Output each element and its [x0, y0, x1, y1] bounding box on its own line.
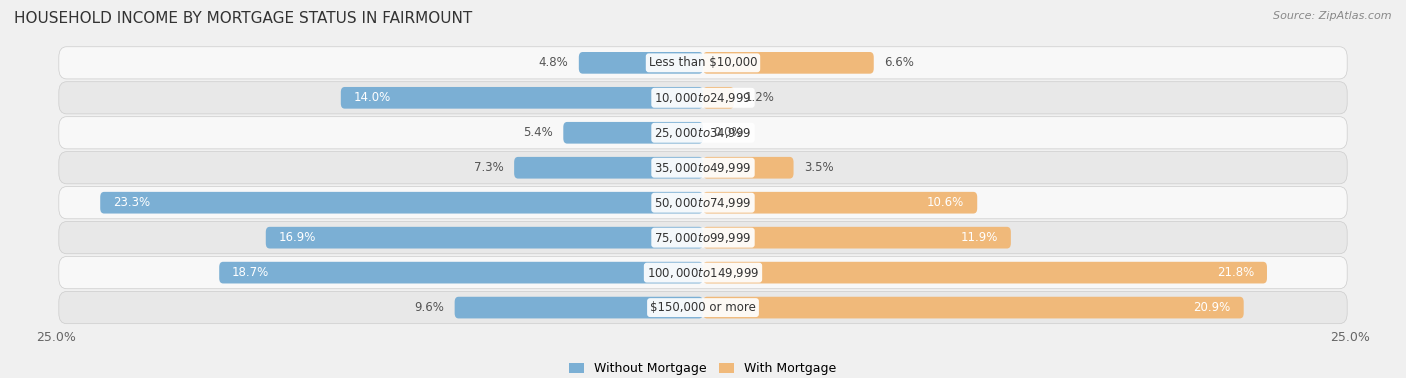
Text: 18.7%: 18.7%	[232, 266, 270, 279]
FancyBboxPatch shape	[59, 152, 1347, 184]
Text: 20.9%: 20.9%	[1194, 301, 1230, 314]
FancyBboxPatch shape	[703, 227, 1011, 248]
FancyBboxPatch shape	[59, 82, 1347, 114]
FancyBboxPatch shape	[454, 297, 703, 318]
Text: $25,000 to $34,999: $25,000 to $34,999	[654, 126, 752, 140]
Text: 5.4%: 5.4%	[523, 126, 553, 139]
Text: 9.6%: 9.6%	[415, 301, 444, 314]
Legend: Without Mortgage, With Mortgage: Without Mortgage, With Mortgage	[564, 357, 842, 378]
FancyBboxPatch shape	[219, 262, 703, 284]
FancyBboxPatch shape	[59, 187, 1347, 219]
Text: 3.5%: 3.5%	[804, 161, 834, 174]
Text: $35,000 to $49,999: $35,000 to $49,999	[654, 161, 752, 175]
FancyBboxPatch shape	[100, 192, 703, 214]
FancyBboxPatch shape	[703, 262, 1267, 284]
Text: 10.6%: 10.6%	[927, 196, 965, 209]
Text: 4.8%: 4.8%	[538, 56, 568, 69]
FancyBboxPatch shape	[59, 257, 1347, 289]
Text: $100,000 to $149,999: $100,000 to $149,999	[647, 266, 759, 280]
Text: 0.0%: 0.0%	[713, 126, 742, 139]
Text: $75,000 to $99,999: $75,000 to $99,999	[654, 231, 752, 245]
Text: $10,000 to $24,999: $10,000 to $24,999	[654, 91, 752, 105]
Text: Source: ZipAtlas.com: Source: ZipAtlas.com	[1274, 11, 1392, 21]
Text: 11.9%: 11.9%	[960, 231, 998, 244]
FancyBboxPatch shape	[266, 227, 703, 248]
Text: 14.0%: 14.0%	[354, 91, 391, 104]
FancyBboxPatch shape	[564, 122, 703, 144]
FancyBboxPatch shape	[59, 222, 1347, 254]
Text: 1.2%: 1.2%	[744, 91, 775, 104]
FancyBboxPatch shape	[515, 157, 703, 178]
Text: $50,000 to $74,999: $50,000 to $74,999	[654, 196, 752, 210]
Text: 6.6%: 6.6%	[884, 56, 914, 69]
Text: 7.3%: 7.3%	[474, 161, 503, 174]
FancyBboxPatch shape	[59, 47, 1347, 79]
FancyBboxPatch shape	[703, 297, 1244, 318]
Text: Less than $10,000: Less than $10,000	[648, 56, 758, 69]
Text: 16.9%: 16.9%	[278, 231, 316, 244]
FancyBboxPatch shape	[703, 157, 793, 178]
FancyBboxPatch shape	[703, 192, 977, 214]
Text: $150,000 or more: $150,000 or more	[650, 301, 756, 314]
FancyBboxPatch shape	[579, 52, 703, 74]
Text: 23.3%: 23.3%	[112, 196, 150, 209]
FancyBboxPatch shape	[703, 52, 873, 74]
FancyBboxPatch shape	[340, 87, 703, 108]
FancyBboxPatch shape	[59, 117, 1347, 149]
FancyBboxPatch shape	[59, 291, 1347, 324]
FancyBboxPatch shape	[703, 87, 734, 108]
Text: 21.8%: 21.8%	[1216, 266, 1254, 279]
Text: HOUSEHOLD INCOME BY MORTGAGE STATUS IN FAIRMOUNT: HOUSEHOLD INCOME BY MORTGAGE STATUS IN F…	[14, 11, 472, 26]
